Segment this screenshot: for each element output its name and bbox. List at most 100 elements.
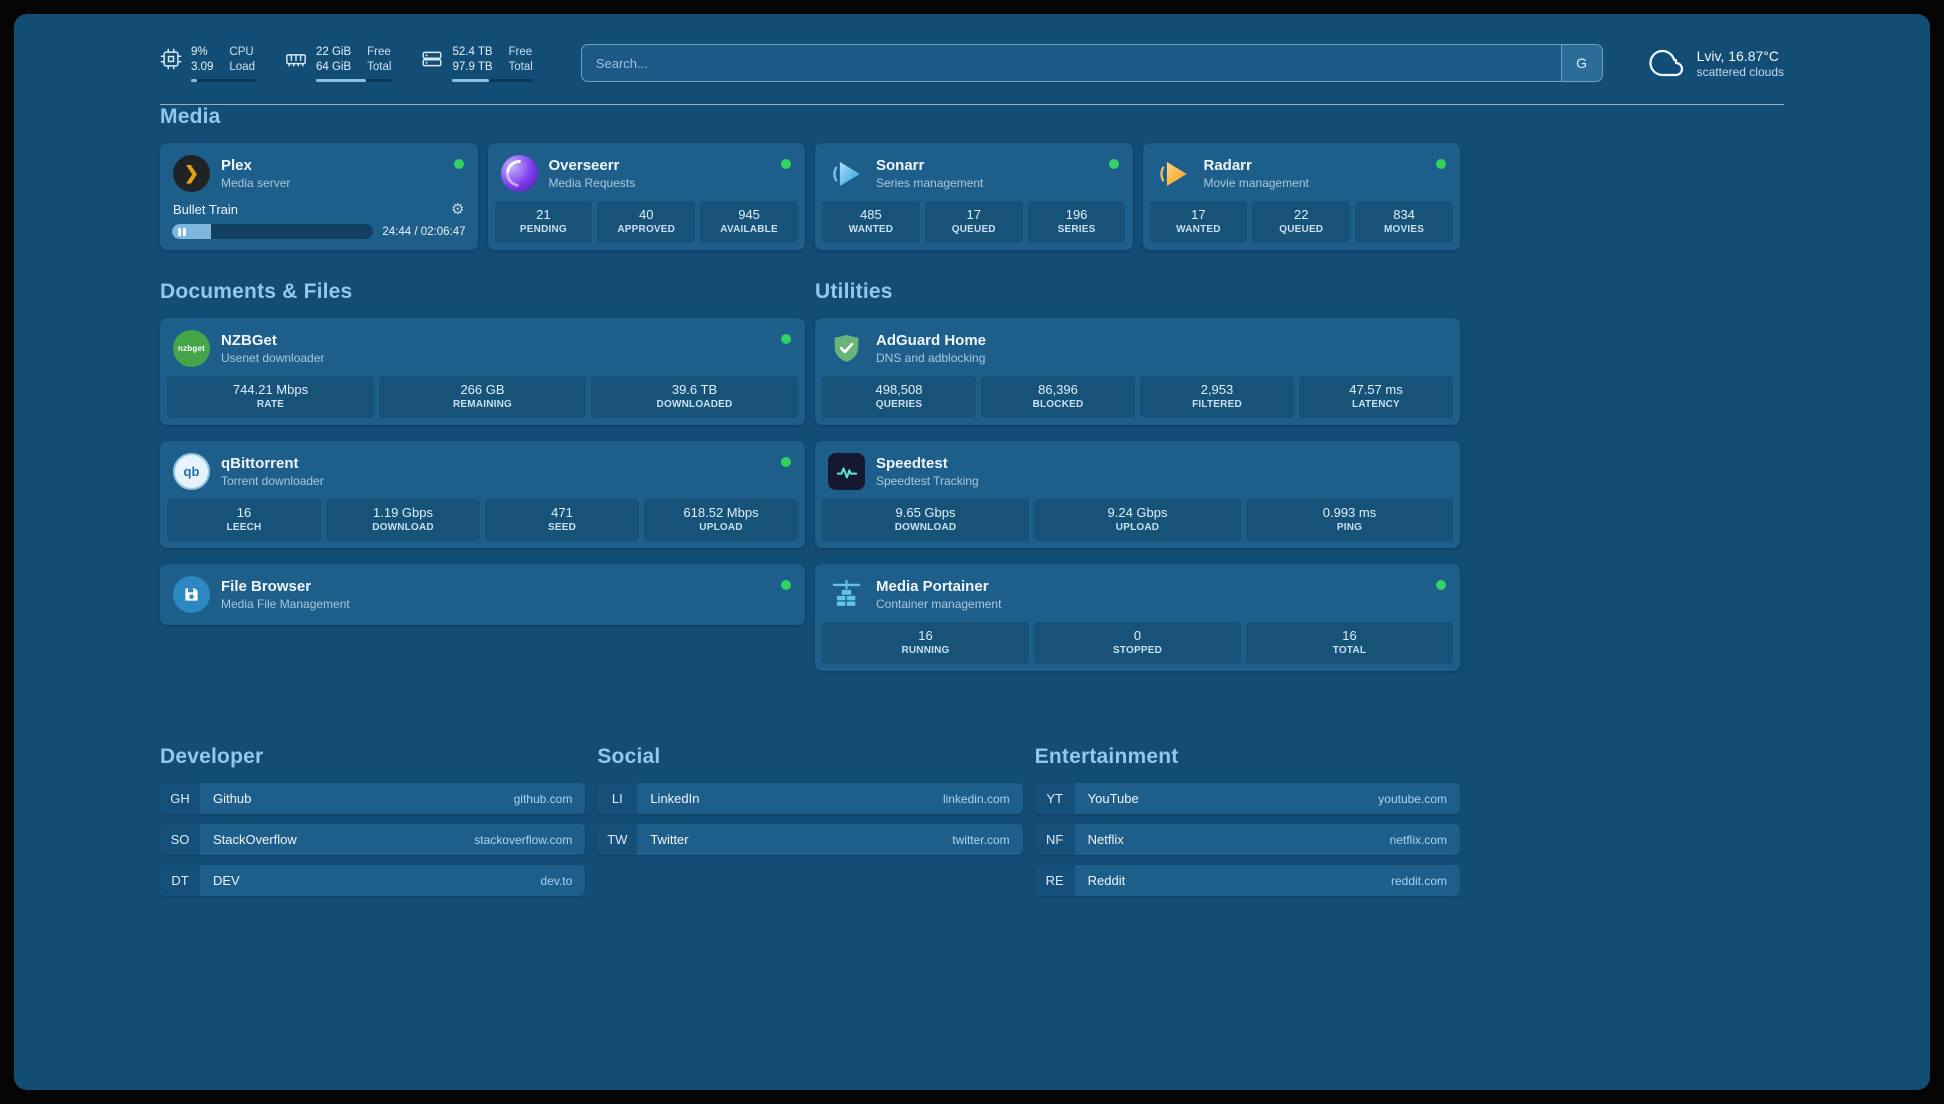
section-heading-documents: Documents & Files	[160, 280, 353, 303]
now-playing-title: Bullet Train	[173, 202, 239, 217]
status-dot	[1108, 159, 1119, 169]
memory-free-label: Free	[367, 45, 391, 58]
app-name: Plex	[221, 156, 252, 174]
filebrowser-icon	[173, 576, 210, 613]
app-subtitle: Torrent downloader	[221, 473, 324, 488]
stat-ping: 0.993 ms PING	[1246, 499, 1453, 541]
disk-free-value: 52.4 TB	[452, 45, 493, 58]
stat-upload: 9.24 Gbps UPLOAD	[1034, 499, 1241, 541]
bookmark-youtube[interactable]: YT YouTube youtube.com	[1034, 783, 1460, 814]
app-subtitle: Media File Management	[221, 596, 350, 611]
bookmark-name: StackOverflow	[213, 832, 297, 847]
radarr-icon	[1156, 155, 1193, 192]
app-card-speedtest[interactable]: Speedtest Speedtest Tracking 9.65 Gbps DO…	[815, 441, 1460, 548]
bookmark-netflix[interactable]: NF Netflix netflix.com	[1034, 824, 1460, 855]
bookmark-url: youtube.com	[1378, 791, 1447, 806]
stat-running: 16 RUNNING	[822, 622, 1029, 664]
pause-icon[interactable]	[178, 227, 186, 236]
gear-icon[interactable]: ⚙	[451, 201, 465, 218]
app-card-plex[interactable]: ❯ Plex Media server Bullet Train ⚙	[160, 143, 478, 250]
bookmark-abbr: DT	[160, 865, 200, 896]
disk-total-value: 97.9 TB	[452, 60, 493, 73]
app-card-filebrowser[interactable]: File Browser Media File Management	[160, 564, 805, 625]
search-input[interactable]	[581, 55, 1561, 71]
stat-seed: 471 SEED	[485, 499, 639, 541]
disk-monitor: 52.4 TB Free 97.9 TB Total	[421, 45, 533, 82]
bookmarks: Developer GH Github github.com SO StackO…	[160, 745, 1460, 906]
search-bar[interactable]: G	[580, 44, 1603, 82]
bookmark-name: Netflix	[1087, 832, 1124, 847]
app-card-adguard[interactable]: AdGuard Home DNS and adblocking 498,508 Q…	[815, 318, 1460, 425]
app-card-nzbget[interactable]: nzbget NZBGet Usenet downloader 744.21 M…	[160, 318, 805, 425]
bookmark-abbr: TW	[597, 824, 638, 855]
app-card-radarr[interactable]: Radarr Movie management 17 WANTED 22 QUEUE…	[1142, 143, 1460, 250]
app-name: Overseerr	[548, 156, 620, 174]
stat-series: 196 SERIES	[1027, 201, 1126, 243]
bookmark-url: linkedin.com	[942, 791, 1010, 806]
section-heading-social: Social	[597, 745, 661, 768]
stat-wanted: 17 WANTED	[1149, 201, 1248, 243]
app-card-sonarr[interactable]: Sonarr Series management 485 WANTED 17 QUE…	[815, 143, 1133, 250]
bookmark-reddit[interactable]: RE Reddit reddit.com	[1034, 865, 1460, 896]
memory-total-label: Total	[367, 60, 392, 73]
weather-location: Lviv, 16.87°C	[1696, 47, 1779, 64]
cpu-monitor: 9% CPU 3.09 Load	[160, 45, 255, 82]
bookmark-github[interactable]: GH Github github.com	[160, 783, 586, 814]
stat-downloaded: 39.6 TB DOWNLOADED	[591, 376, 798, 418]
status-dot	[781, 457, 791, 467]
bookmark-dev[interactable]: DT DEV dev.to	[160, 865, 586, 896]
memory-progressbar	[315, 78, 392, 82]
playback-progressbar[interactable]	[172, 224, 374, 239]
app-subtitle: Usenet downloader	[221, 350, 325, 365]
stat-available: 945 AVAILABLE	[700, 201, 798, 243]
stat-total: 16 TOTAL	[1246, 622, 1453, 664]
app-subtitle: Container management	[876, 596, 1002, 611]
app-card-overseerr[interactable]: Overseerr Media Requests 21 PENDING 40 APP…	[487, 143, 805, 250]
memory-total-value: 64 GiB	[315, 60, 352, 73]
memory-monitor: 22 GiB Free 64 GiB Total	[285, 45, 392, 82]
group-utilities: Utilities AdGuard Home DNS	[815, 280, 1460, 687]
media-group: ❯ Plex Media server Bullet Train ⚙	[160, 143, 1460, 250]
stat-latency: 47.57 ms LATENCY	[1299, 376, 1453, 418]
group-documents: Documents & Files nzbget NZBGet Usenet d…	[160, 280, 805, 641]
stat-queued: 22 QUEUED	[1252, 201, 1351, 243]
status-dot	[1436, 159, 1446, 169]
status-dot	[781, 334, 791, 344]
app-card-qbittorrent[interactable]: qb qBittorrent Torrent downloader 16 LEEC…	[160, 441, 805, 548]
stat-upload: 618.52 Mbps UPLOAD	[644, 499, 798, 541]
bookmark-abbr: YT	[1034, 783, 1075, 814]
section-heading-developer: Developer	[160, 745, 264, 768]
bookmark-twitter[interactable]: TW Twitter twitter.com	[597, 824, 1023, 855]
stat-queued: 17 QUEUED	[924, 201, 1023, 243]
topbar: 9% CPU 3.09 Load 22 GiB Free	[160, 14, 1784, 82]
playback-progress-fill	[172, 224, 212, 239]
stat-approved: 40 APPROVED	[597, 201, 696, 243]
app-subtitle: DNS and adblocking	[876, 350, 986, 365]
app-subtitle: Speedtest Tracking	[876, 473, 979, 488]
bookmark-name: Twitter	[650, 832, 689, 847]
stat-remaining: 266 GB REMAINING	[379, 376, 586, 418]
nzbget-icon: nzbget	[173, 330, 210, 367]
plex-icon: ❯	[173, 155, 210, 192]
bookmark-group-developer: Developer GH Github github.com SO StackO…	[160, 745, 586, 906]
search-engine-button[interactable]: G	[1560, 45, 1602, 81]
memory-icon	[286, 53, 306, 67]
disk-total-label: Total	[508, 60, 533, 73]
stat-rate: 744.21 Mbps RATE	[167, 376, 374, 418]
app-subtitle: Media server	[221, 175, 291, 190]
adguard-icon	[828, 330, 865, 367]
app-name: File Browser	[221, 577, 312, 595]
section-heading-entertainment: Entertainment	[1034, 745, 1179, 768]
stat-leech: 16 LEECH	[167, 499, 321, 541]
overseerr-icon	[500, 155, 538, 192]
stat-stopped: 0 STOPPED	[1034, 622, 1241, 664]
bookmark-linkedin[interactable]: LI LinkedIn linkedin.com	[597, 783, 1023, 814]
bookmark-stackoverflow[interactable]: SO StackOverflow stackoverflow.com	[160, 824, 586, 855]
portainer-icon	[828, 576, 865, 613]
sonarr-icon	[828, 155, 865, 192]
app-card-portainer[interactable]: Media Portainer Container management 16 R…	[815, 564, 1460, 671]
stat-wanted: 485 WANTED	[822, 201, 920, 243]
stat-queries: 498,508 QUERIES	[822, 376, 976, 418]
bookmark-name: Github	[213, 791, 252, 806]
cpu-progressbar	[191, 78, 255, 82]
